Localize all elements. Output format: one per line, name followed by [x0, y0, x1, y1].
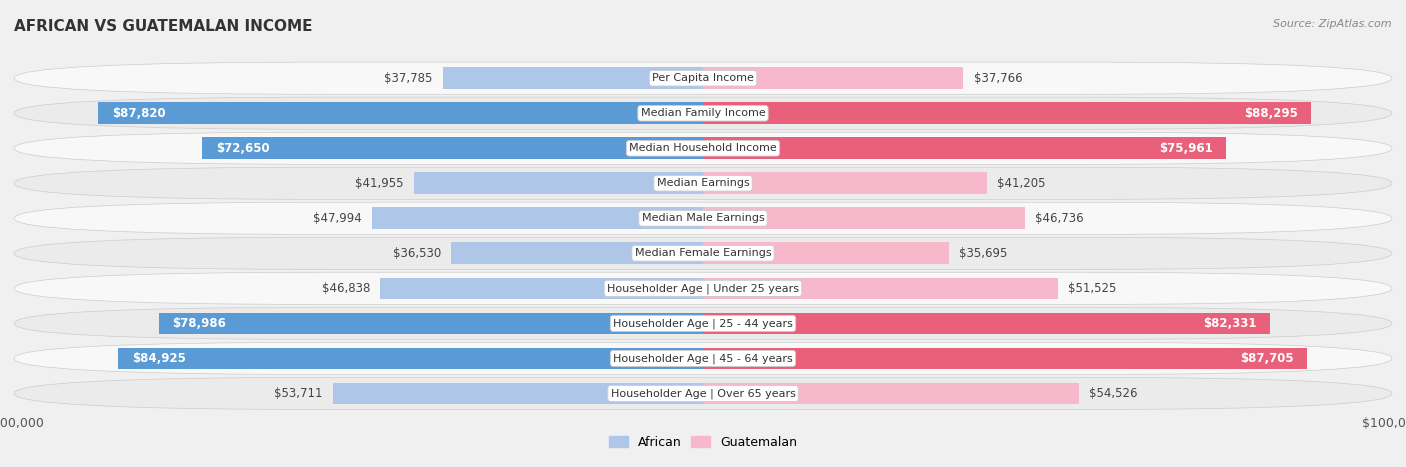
Text: $46,838: $46,838 [322, 282, 370, 295]
FancyBboxPatch shape [14, 307, 1392, 340]
Text: Median Earnings: Median Earnings [657, 178, 749, 188]
Text: Source: ZipAtlas.com: Source: ZipAtlas.com [1274, 19, 1392, 28]
FancyBboxPatch shape [14, 342, 1392, 375]
Bar [443, 67, 703, 89]
Text: $87,820: $87,820 [111, 107, 166, 120]
FancyBboxPatch shape [14, 132, 1392, 164]
Text: $54,526: $54,526 [1090, 387, 1137, 400]
Text: $36,530: $36,530 [392, 247, 441, 260]
Text: $72,650: $72,650 [217, 142, 270, 155]
Text: $47,994: $47,994 [314, 212, 361, 225]
Text: Householder Age | Under 25 years: Householder Age | Under 25 years [607, 283, 799, 294]
Text: Householder Age | 25 - 44 years: Householder Age | 25 - 44 years [613, 318, 793, 329]
Text: $35,695: $35,695 [959, 247, 1008, 260]
Bar [703, 382, 1078, 404]
Bar [373, 207, 703, 229]
Text: $41,955: $41,955 [356, 177, 404, 190]
Text: $41,205: $41,205 [997, 177, 1046, 190]
Text: $46,736: $46,736 [1035, 212, 1084, 225]
Bar [703, 67, 963, 89]
Text: Median Male Earnings: Median Male Earnings [641, 213, 765, 223]
FancyBboxPatch shape [14, 62, 1392, 94]
FancyBboxPatch shape [14, 202, 1392, 234]
FancyBboxPatch shape [14, 237, 1392, 269]
FancyBboxPatch shape [14, 377, 1392, 410]
Text: Householder Age | 45 - 64 years: Householder Age | 45 - 64 years [613, 353, 793, 364]
FancyBboxPatch shape [14, 272, 1392, 304]
Text: $53,711: $53,711 [274, 387, 322, 400]
Bar [703, 312, 1270, 334]
Text: $75,961: $75,961 [1159, 142, 1212, 155]
Bar [413, 172, 703, 194]
Bar [333, 382, 703, 404]
Text: $84,925: $84,925 [132, 352, 186, 365]
Text: $37,766: $37,766 [973, 72, 1022, 85]
Text: Median Family Income: Median Family Income [641, 108, 765, 118]
Text: $88,295: $88,295 [1244, 107, 1298, 120]
Bar [703, 207, 1025, 229]
Text: Median Female Earnings: Median Female Earnings [634, 248, 772, 258]
Text: $51,525: $51,525 [1069, 282, 1116, 295]
Bar [703, 277, 1057, 299]
Bar [703, 172, 987, 194]
Text: $87,705: $87,705 [1240, 352, 1294, 365]
Bar [703, 137, 1226, 159]
Text: Householder Age | Over 65 years: Householder Age | Over 65 years [610, 388, 796, 399]
Bar [118, 347, 703, 369]
Bar [202, 137, 703, 159]
Bar [380, 277, 703, 299]
Bar [98, 102, 703, 124]
Legend: African, Guatemalan: African, Guatemalan [603, 431, 803, 454]
Bar [703, 347, 1308, 369]
Text: $37,785: $37,785 [384, 72, 433, 85]
Bar [703, 102, 1312, 124]
Text: $82,331: $82,331 [1204, 317, 1257, 330]
Text: Per Capita Income: Per Capita Income [652, 73, 754, 83]
Text: AFRICAN VS GUATEMALAN INCOME: AFRICAN VS GUATEMALAN INCOME [14, 19, 312, 34]
Bar [159, 312, 703, 334]
Text: $78,986: $78,986 [173, 317, 226, 330]
Text: Median Household Income: Median Household Income [628, 143, 778, 153]
FancyBboxPatch shape [14, 97, 1392, 129]
Bar [451, 242, 703, 264]
Bar [703, 242, 949, 264]
FancyBboxPatch shape [14, 167, 1392, 199]
